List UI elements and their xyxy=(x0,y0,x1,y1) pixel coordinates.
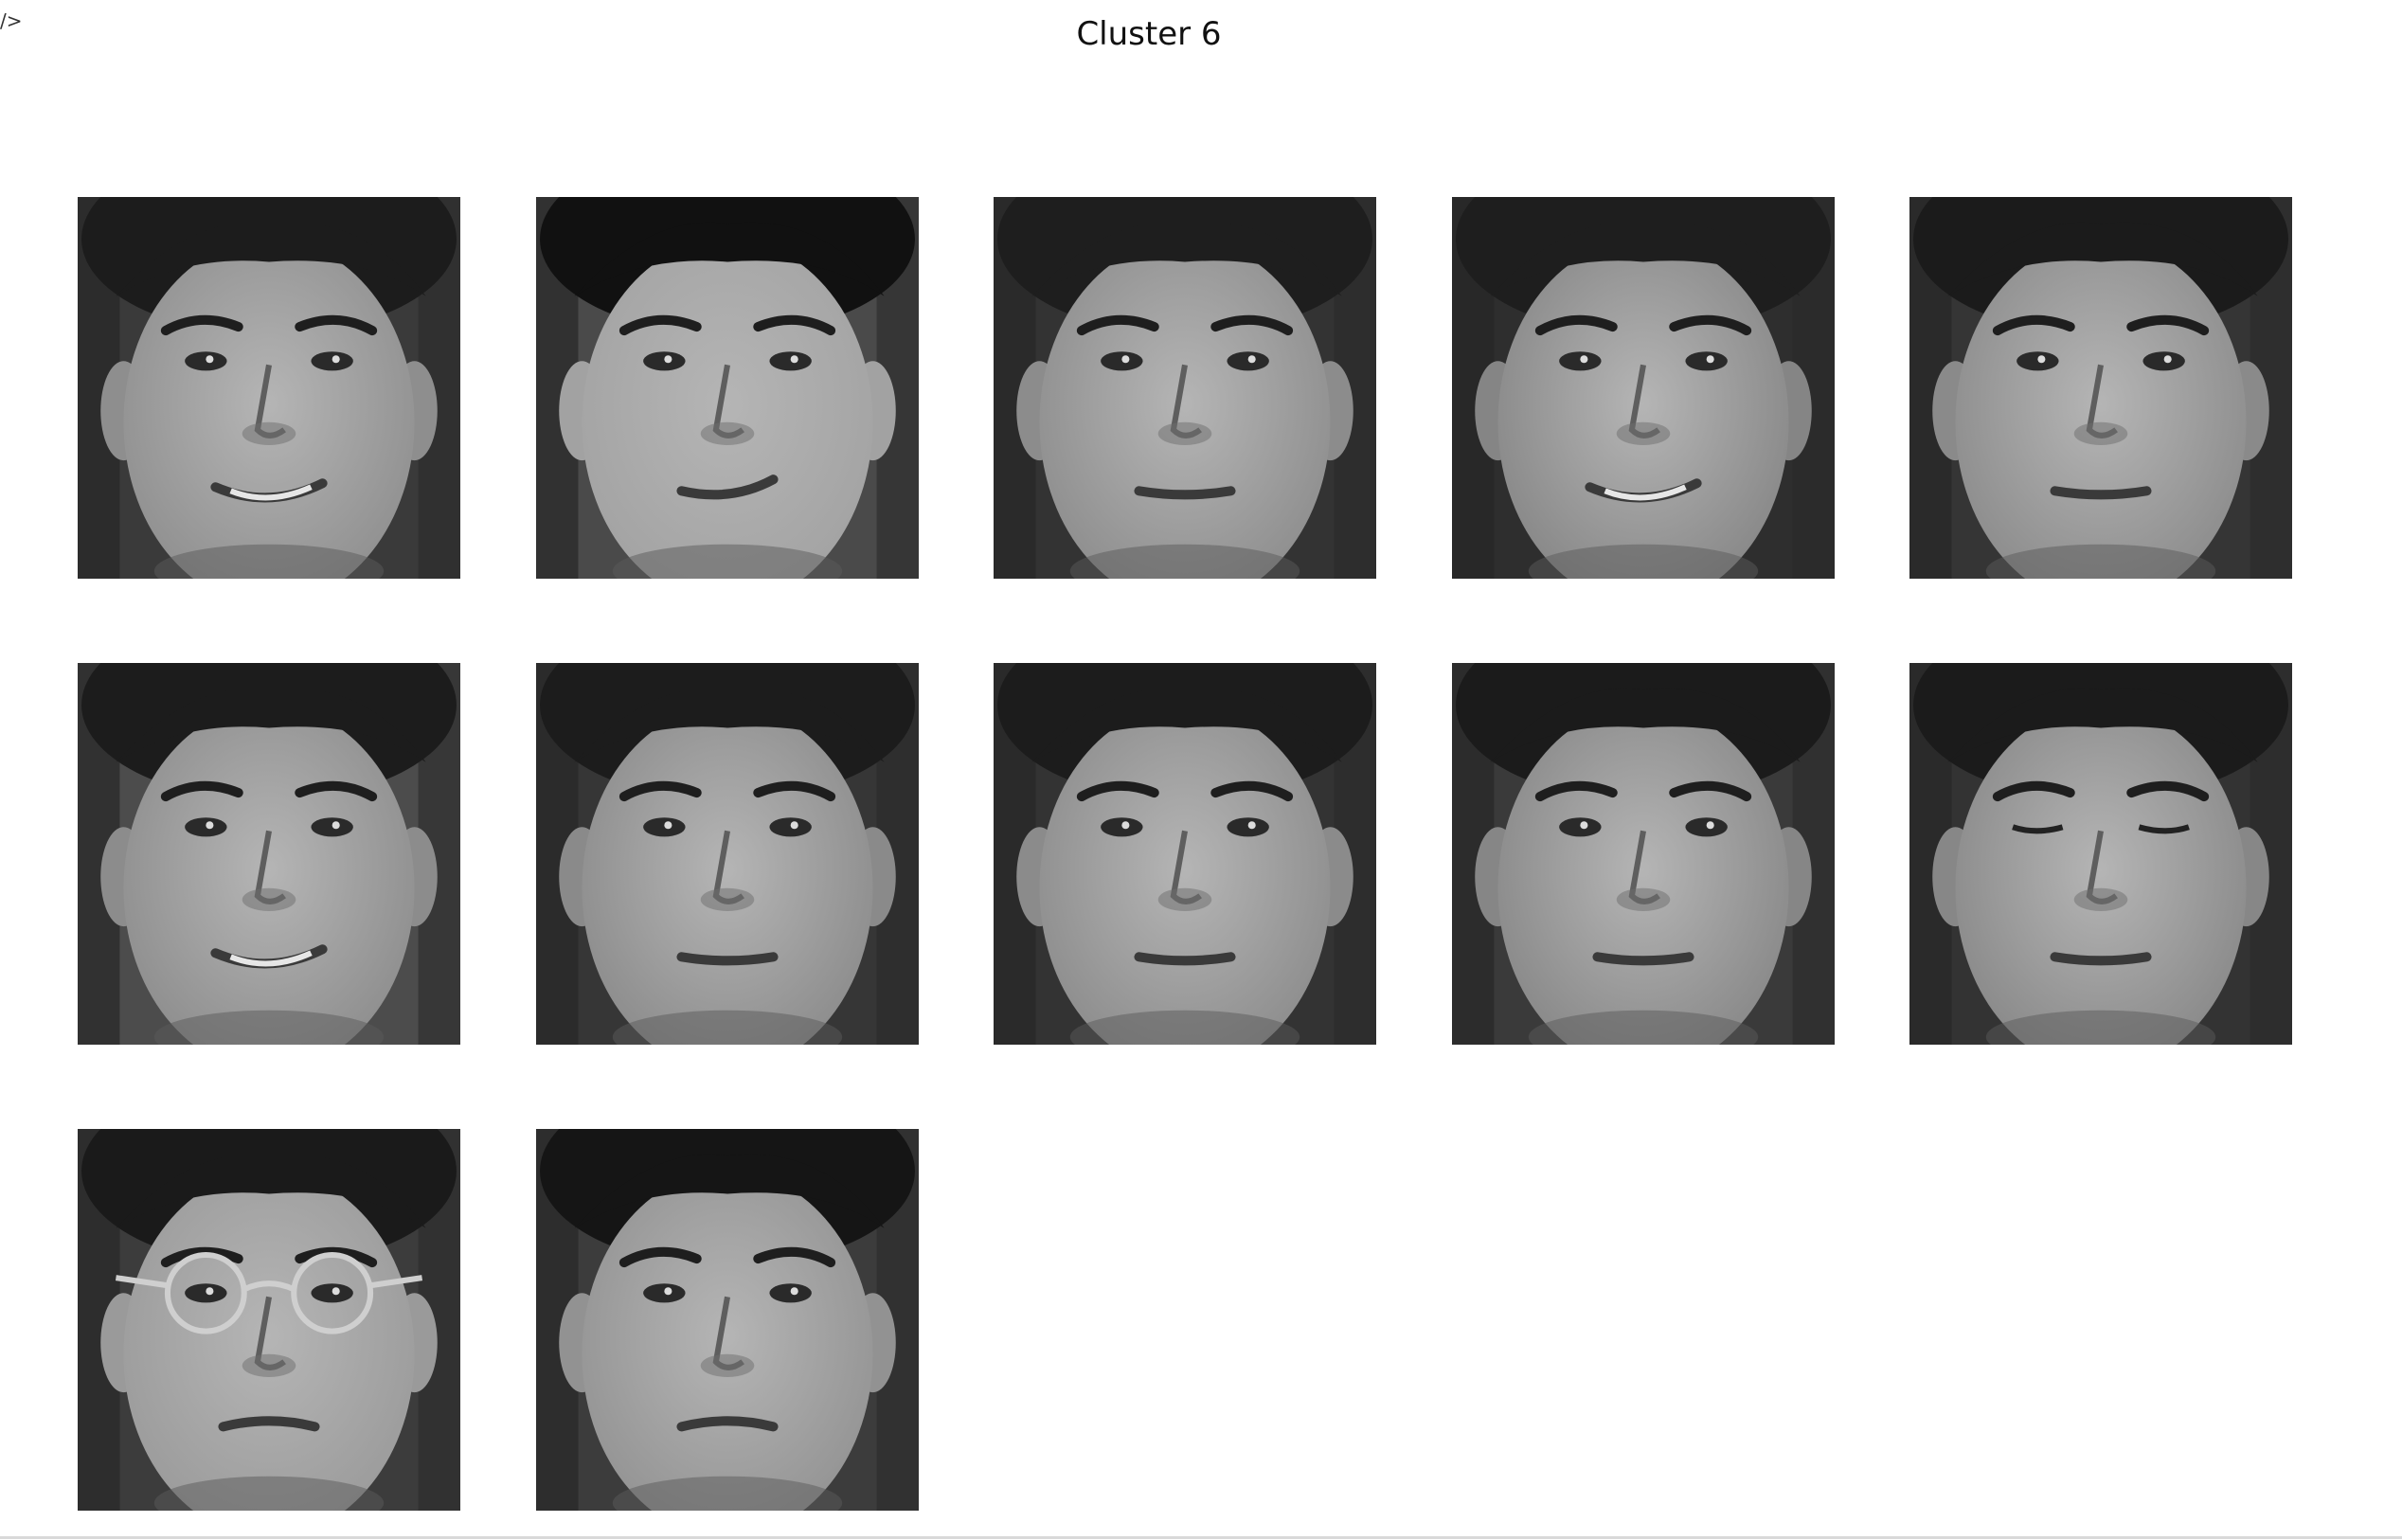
face-image xyxy=(1909,197,2292,579)
face-thumbnail xyxy=(536,1129,919,1511)
face-thumbnail xyxy=(1452,663,1835,1045)
face-image xyxy=(1909,663,2292,1045)
face-image xyxy=(536,663,919,1045)
face-image xyxy=(994,663,1376,1045)
face-thumbnail xyxy=(78,197,460,579)
face-image xyxy=(1452,197,1835,579)
face-thumbnail xyxy=(994,197,1376,579)
bottom-divider xyxy=(0,1536,2402,1539)
face-image xyxy=(994,197,1376,579)
face-thumbnail xyxy=(994,663,1376,1045)
face-thumbnail xyxy=(536,663,919,1045)
corner-glyph: /> xyxy=(0,9,23,32)
face-thumbnail xyxy=(78,663,460,1045)
face-image xyxy=(536,197,919,579)
face-thumbnail xyxy=(78,1129,460,1511)
face-image xyxy=(78,197,460,579)
face-image xyxy=(78,663,460,1045)
face-thumbnail xyxy=(536,197,919,579)
figure-title: Cluster 6 xyxy=(1076,15,1222,53)
face-thumbnail xyxy=(1909,663,2292,1045)
face-thumbnail xyxy=(1452,197,1835,579)
face-image xyxy=(536,1129,919,1511)
face-image xyxy=(1452,663,1835,1045)
face-image xyxy=(78,1129,460,1511)
face-thumbnail xyxy=(1909,197,2292,579)
